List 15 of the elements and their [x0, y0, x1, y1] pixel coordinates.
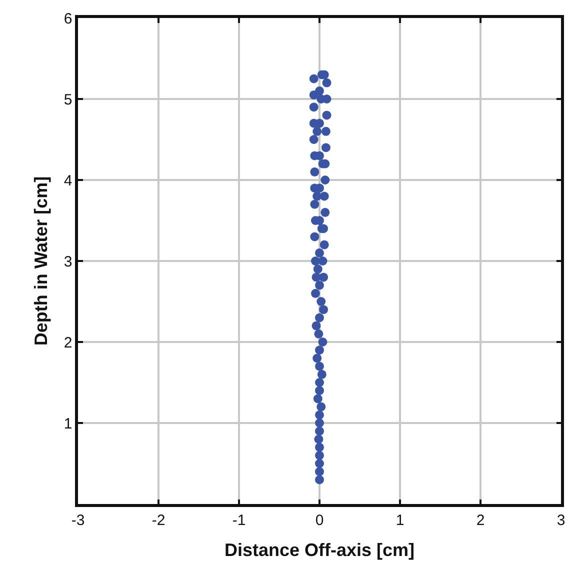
y-tick-label: 3 [64, 253, 72, 270]
x-tick-label: 2 [476, 512, 485, 529]
y-tick-label: 2 [64, 334, 72, 352]
x-tick-label: 0 [315, 512, 324, 529]
y-tick-label: 6 [64, 10, 72, 28]
x-tick-label: -2 [152, 512, 166, 529]
x-tick-label: 3 [556, 512, 566, 529]
x-axis-title: Distance Off-axis [cm] [224, 540, 415, 560]
x-tick-label: -3 [71, 512, 85, 529]
x-tick-label: 1 [396, 512, 404, 529]
x-tick-label: -1 [232, 512, 246, 529]
y-tick-label: 1 [64, 415, 72, 432]
y-axis-title: Depth in Water [cm] [31, 176, 52, 346]
y-tick-label: 5 [64, 91, 72, 108]
y-tick-label: 4 [64, 172, 72, 190]
